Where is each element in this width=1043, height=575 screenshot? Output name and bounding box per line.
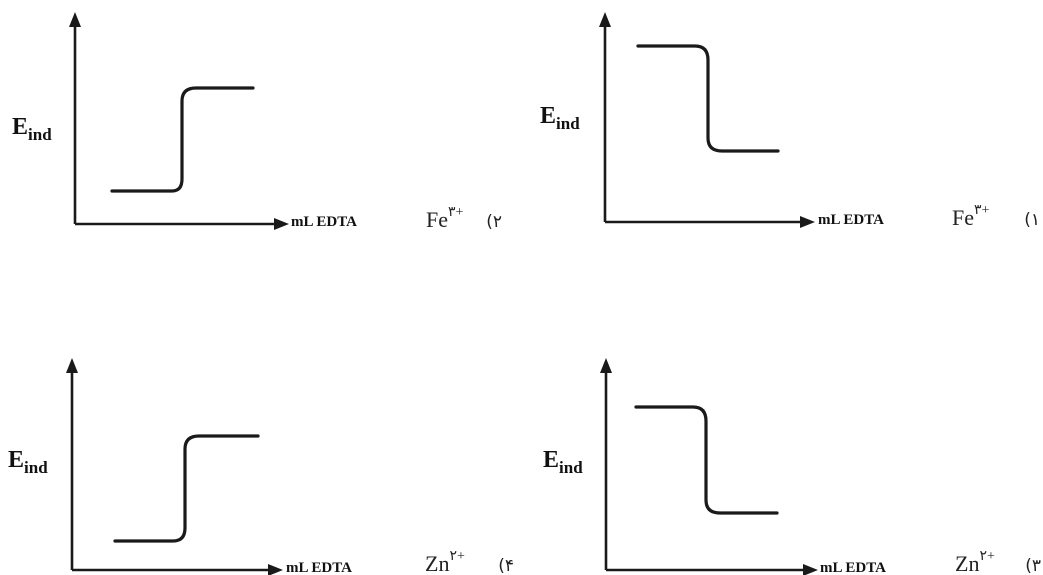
option-4-y-axis-label: Eind bbox=[8, 447, 48, 477]
option-4-ion-label: Zn۲+ bbox=[425, 549, 465, 575]
option-1-y-label-sub: ind bbox=[556, 114, 580, 133]
option-2-x-arrow bbox=[274, 218, 289, 230]
option-4-titration-curve bbox=[113, 434, 260, 543]
option-2-number: ۲) bbox=[486, 212, 502, 232]
option-3-x-arrow bbox=[803, 564, 818, 575]
option-4-y-label-main: E bbox=[8, 447, 24, 473]
option-3-ion-charge: ۲+ bbox=[979, 549, 995, 564]
option-2-y-label-main: E bbox=[12, 114, 28, 140]
option-3-y-label-sub: ind bbox=[559, 458, 583, 477]
option-3-ion-symbol: Zn bbox=[955, 551, 979, 575]
option-1-y-axis-label: Eind bbox=[540, 103, 580, 133]
option-4-x-axis-label: mL EDTA bbox=[286, 560, 352, 575]
option-3-number: ۳) bbox=[1025, 556, 1041, 575]
option-3-titration-curve bbox=[634, 405, 779, 515]
option-4-panel: Eind mL EDTA Zn۲+ ۴) bbox=[8, 358, 514, 575]
option-1-x-axis-label: mL EDTA bbox=[818, 212, 884, 228]
option-2-panel: Eind mL EDTA Fe۳+ ۲) bbox=[12, 12, 502, 232]
option-2-ion-charge: ۳+ bbox=[448, 205, 464, 220]
option-1-ion-label: Fe۳+ bbox=[952, 203, 990, 230]
option-3-ion-label: Zn۲+ bbox=[955, 549, 995, 575]
option-1-ion-symbol: Fe bbox=[952, 205, 974, 230]
option-1-x-arrow bbox=[800, 216, 815, 228]
option-3-y-label-main: E bbox=[543, 447, 559, 473]
option-3-x-axis-label: mL EDTA bbox=[820, 560, 886, 575]
option-3-panel: Eind mL EDTA Zn۲+ ۳) bbox=[543, 358, 1041, 575]
option-4-ion-charge: ۲+ bbox=[449, 549, 465, 564]
option-2-titration-curve bbox=[110, 86, 255, 193]
option-1-y-label-main: E bbox=[540, 103, 556, 129]
option-4-number: ۴) bbox=[498, 556, 514, 575]
option-1-y-arrow bbox=[599, 12, 611, 27]
option-3-y-axis-label: Eind bbox=[543, 447, 583, 477]
option-2-x-axis-label: mL EDTA bbox=[291, 214, 357, 230]
option-1-titration-curve bbox=[636, 44, 780, 153]
option-2-ion-symbol: Fe bbox=[426, 207, 448, 232]
option-1-panel: Eind mL EDTA Fe۳+ ۱) bbox=[540, 12, 1040, 230]
option-4-ion-symbol: Zn bbox=[425, 551, 449, 575]
option-1-number: ۱) bbox=[1024, 210, 1040, 230]
option-4-y-label-sub: ind bbox=[24, 458, 48, 477]
option-3-y-arrow bbox=[600, 358, 612, 373]
option-4-y-arrow bbox=[66, 358, 78, 373]
option-2-ion-label: Fe۳+ bbox=[426, 205, 464, 232]
option-2-y-arrow bbox=[69, 12, 81, 27]
option-2-y-label-sub: ind bbox=[28, 125, 52, 144]
option-1-ion-charge: ۳+ bbox=[974, 203, 990, 218]
option-4-x-arrow bbox=[268, 564, 283, 575]
option-2-y-axis-label: Eind bbox=[12, 114, 52, 144]
